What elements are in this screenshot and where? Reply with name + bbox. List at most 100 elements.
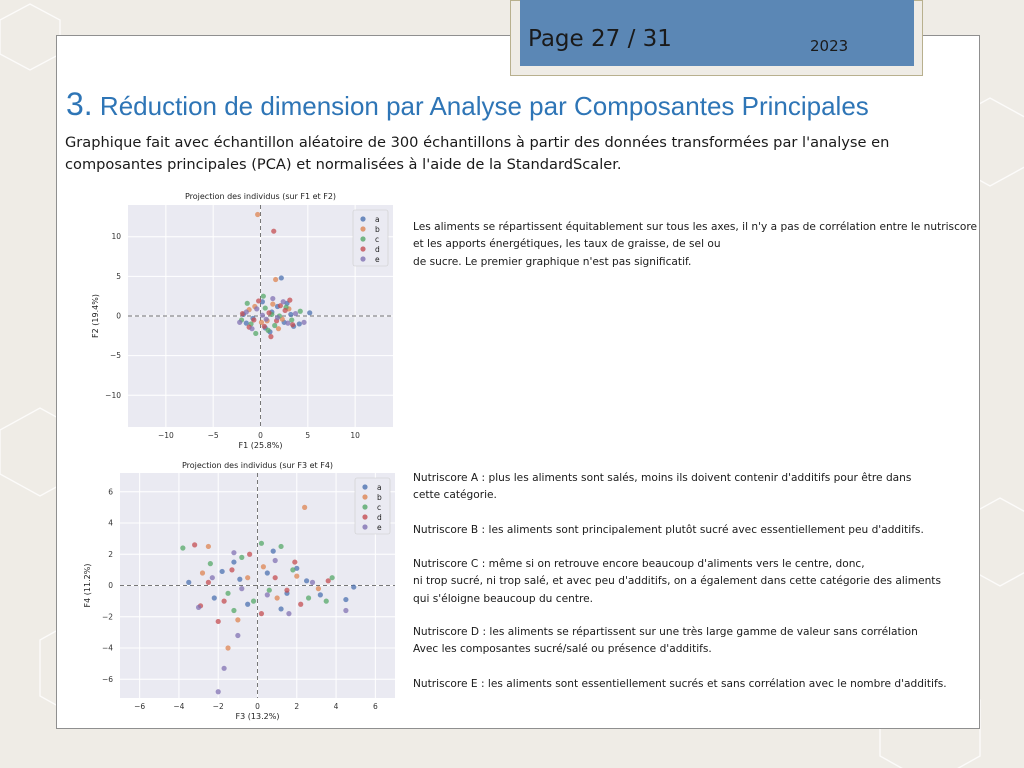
- data-point-c: [207, 561, 213, 567]
- data-point-c: [272, 322, 278, 329]
- data-point-c: [231, 607, 237, 614]
- data-point-e: [286, 611, 292, 617]
- data-point-c: [265, 327, 271, 333]
- data-point-c: [262, 305, 268, 311]
- y-tick-label: 6: [108, 487, 113, 496]
- data-point-a: [243, 320, 249, 326]
- data-point-e: [209, 575, 215, 581]
- legend-box: [354, 477, 391, 535]
- data-point-c: [278, 543, 284, 550]
- x-tick-label: 5: [305, 431, 310, 440]
- data-point-b: [274, 595, 280, 601]
- data-point-b: [258, 319, 265, 325]
- data-point-c: [329, 575, 335, 581]
- x-tick-label: 4: [334, 702, 339, 711]
- paragraph-nutriscore-b: Nutriscore B : les aliments sont princip…: [413, 524, 924, 536]
- data-point-e: [239, 586, 245, 592]
- legend-label-b: b: [377, 493, 382, 502]
- data-point-a: [317, 592, 323, 598]
- data-point-e: [243, 309, 249, 315]
- data-point-d: [229, 567, 235, 573]
- data-point-b: [270, 301, 276, 307]
- data-point-a: [219, 568, 225, 575]
- x-axis-label: F1 (25.8%): [239, 441, 283, 450]
- data-point-e: [285, 320, 291, 326]
- legend-label-c: c: [377, 503, 381, 512]
- data-point-b: [294, 573, 300, 579]
- data-point-d: [256, 298, 262, 304]
- y-axis-label: F2 (19.4%): [91, 294, 100, 338]
- data-point-a: [351, 584, 357, 590]
- x-tick-label: −4: [173, 702, 184, 711]
- section-number: 3.: [66, 86, 93, 122]
- y-tick-label: 10: [111, 232, 121, 241]
- data-point-b: [302, 504, 308, 510]
- data-point-a: [264, 570, 270, 576]
- data-point-b: [315, 586, 321, 592]
- chart1-scatter-plot: −10 −5 0 5 10 10 5 0 −5 −10 F1 (25.8%) F2 (19.4%) ab…: [91, 205, 393, 450]
- y-tick-label: −5: [110, 351, 121, 360]
- data-point-a: [288, 311, 294, 318]
- data-point-e: [292, 311, 299, 317]
- data-point-c: [260, 293, 266, 299]
- data-point-e: [301, 319, 307, 325]
- data-point-b: [199, 570, 206, 576]
- data-point-a: [278, 606, 284, 612]
- data-point-d: [290, 322, 296, 328]
- legend-label-d: d: [375, 245, 380, 254]
- data-point-c: [290, 567, 296, 573]
- page-number-label: Page 27 / 31: [528, 26, 672, 52]
- data-point-c: [239, 554, 245, 560]
- data-point-b: [235, 617, 241, 623]
- data-point-d: [271, 228, 277, 234]
- data-point-d: [282, 307, 288, 314]
- data-point-e: [195, 604, 202, 610]
- data-point-b: [255, 211, 261, 218]
- x-tick-label: −2: [213, 702, 224, 711]
- data-point-c: [244, 300, 250, 306]
- data-point-d: [261, 323, 267, 329]
- y-tick-label: 2: [108, 550, 113, 559]
- y-tick-label: −4: [102, 644, 113, 653]
- data-point-b: [245, 575, 251, 581]
- data-point-e: [254, 306, 260, 312]
- data-point-a: [294, 565, 300, 571]
- data-point-b: [225, 645, 231, 651]
- data-point-d: [287, 297, 293, 303]
- paragraph-nutriscore-d: Nutriscore D : les aliments se répartiss…: [413, 626, 918, 656]
- y-tick-label: 0: [108, 581, 113, 590]
- legend-box: [352, 209, 389, 267]
- paragraph-nutriscore-e: Nutriscore E : les aliments sont essenti…: [413, 678, 947, 690]
- data-point-c: [266, 587, 272, 593]
- legend-label-a: a: [377, 483, 382, 492]
- data-point-c: [225, 590, 231, 596]
- data-point-a: [231, 559, 237, 565]
- legend-marker-e: [362, 524, 368, 530]
- data-point-c: [289, 317, 295, 323]
- x-tick-label: 10: [350, 431, 360, 440]
- data-point-c: [250, 598, 257, 604]
- y-tick-label: −6: [102, 675, 113, 684]
- data-point-a: [296, 321, 302, 327]
- paragraph-nutriscore-c: Nutriscore C : même si on retrouve encor…: [413, 558, 941, 605]
- data-point-d: [251, 317, 257, 323]
- legend-label-d: d: [377, 513, 382, 522]
- data-point-c: [253, 330, 259, 337]
- y-tick-label: 5: [116, 272, 121, 281]
- data-point-c: [305, 595, 312, 601]
- data-point-d: [192, 542, 198, 548]
- legend-label-e: e: [375, 255, 380, 264]
- data-point-d: [292, 559, 298, 565]
- x-tick-label: 0: [258, 431, 263, 440]
- legend-label-c: c: [375, 235, 379, 244]
- data-point-a: [278, 275, 284, 281]
- legend-label-e: e: [377, 523, 382, 532]
- data-point-e: [280, 299, 286, 305]
- data-point-e: [235, 632, 241, 639]
- data-point-b: [205, 543, 211, 550]
- data-point-e: [231, 550, 237, 556]
- x-tick-label: −6: [134, 702, 145, 711]
- data-point-c: [180, 545, 186, 551]
- data-point-e: [264, 592, 270, 598]
- y-tick-label: −2: [102, 612, 113, 621]
